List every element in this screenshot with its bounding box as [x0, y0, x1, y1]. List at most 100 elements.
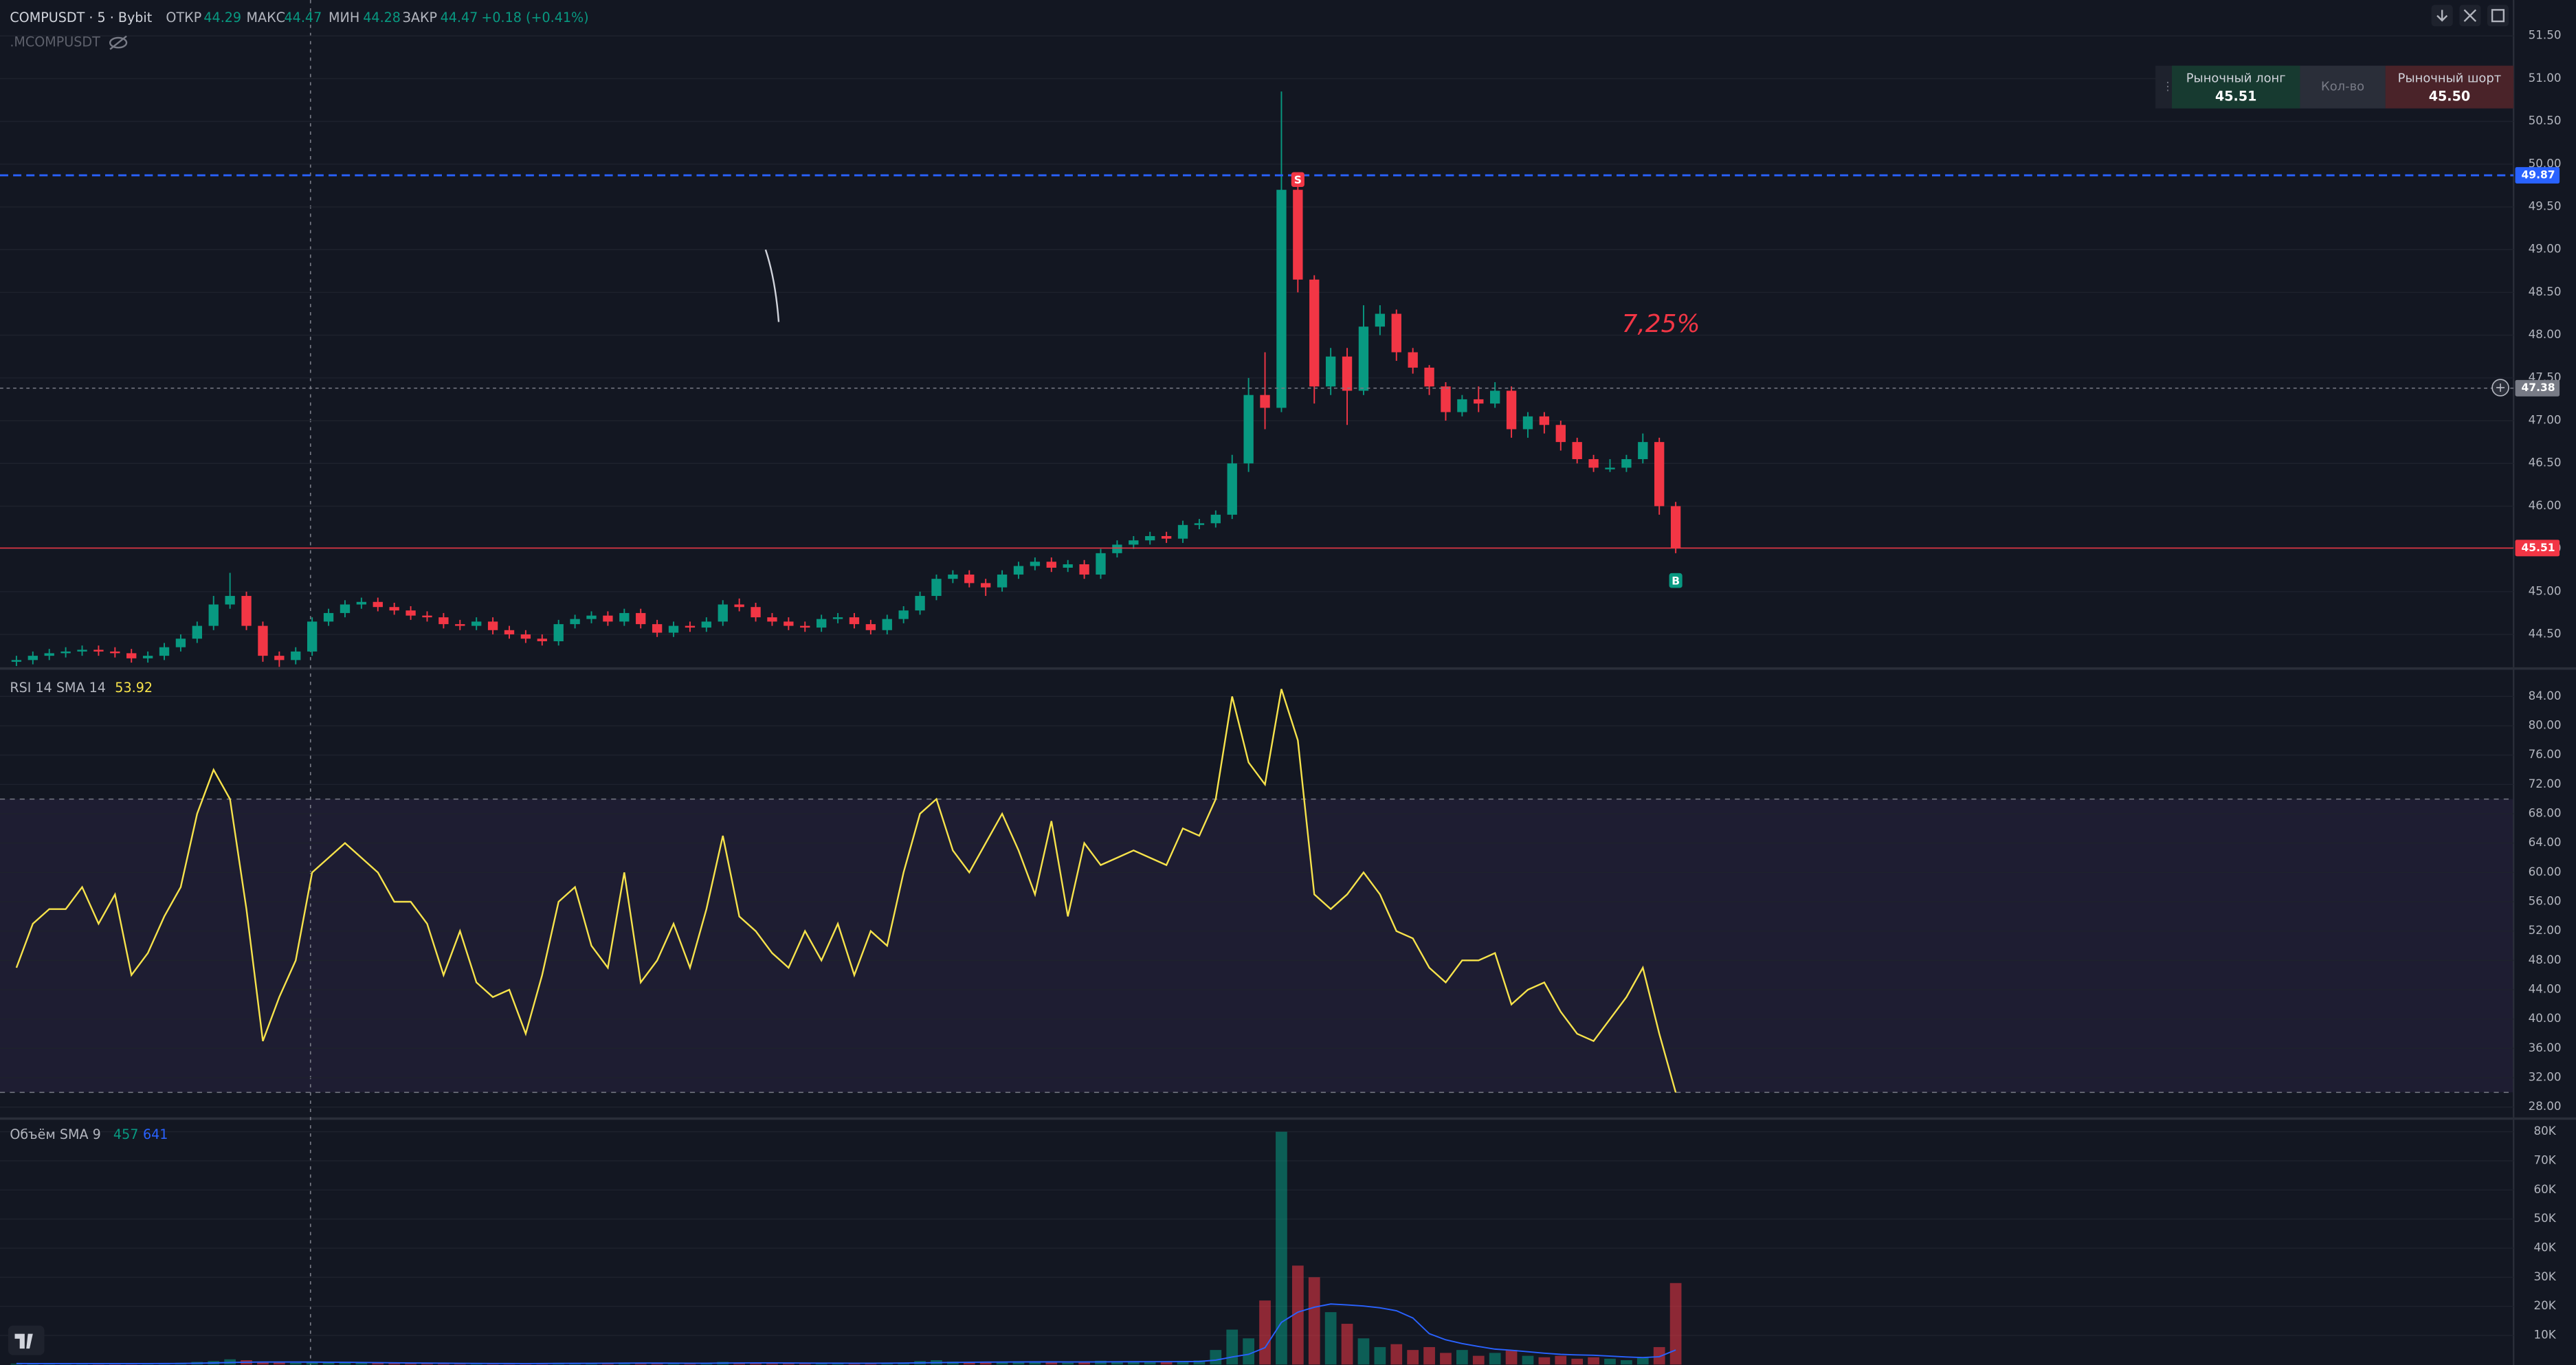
drag-handle: ⋮	[2162, 79, 2174, 93]
candle-body	[159, 647, 170, 656]
volume-bar	[1045, 1362, 1058, 1365]
volume-bar	[1456, 1350, 1468, 1365]
volume-bar	[1489, 1353, 1501, 1365]
volume-sma-line	[16, 1303, 1676, 1364]
plot: SB	[0, 35, 2514, 1365]
candle-body	[1490, 390, 1500, 404]
candle-body	[652, 624, 663, 633]
candle-body	[225, 596, 235, 605]
logo	[8, 1325, 45, 1355]
y-tick-label: 30K	[2533, 1269, 2556, 1283]
candle-body	[685, 625, 696, 628]
candle-body	[1013, 566, 1024, 575]
market-long-button[interactable]: Рыночный лонг 45.51	[2171, 65, 2300, 109]
volume-bar	[1505, 1350, 1518, 1365]
candle-body	[1276, 190, 1287, 408]
candle-body	[307, 621, 318, 652]
button[interactable]	[2487, 5, 2509, 27]
volume-bar	[1407, 1350, 1419, 1365]
volume-bar	[1472, 1355, 1485, 1365]
candle-body	[1424, 367, 1434, 387]
volume-value: 641	[143, 1127, 168, 1142]
candle-body	[767, 617, 777, 622]
candle-body	[192, 625, 203, 639]
volume-bar	[421, 1363, 433, 1365]
volume-bar	[1621, 1360, 1632, 1365]
price-tag-label: 45.51	[2521, 542, 2555, 554]
candle-body	[1654, 442, 1665, 507]
price-tag-label: 49.87	[2521, 169, 2555, 181]
drawing-stroke	[764, 249, 780, 322]
volume-bar	[1636, 1357, 1649, 1365]
candle-body	[471, 621, 482, 626]
hide-icon[interactable]	[109, 35, 128, 50]
candle-body	[291, 651, 301, 661]
volume-bar	[306, 1362, 318, 1365]
volume-title: Объём SMA 9	[10, 1127, 101, 1142]
trade-marker	[1669, 573, 1683, 588]
y-tick-label: 40K	[2533, 1240, 2556, 1254]
ohlc-label: ЗАКР	[403, 10, 437, 25]
candle-body	[619, 612, 630, 622]
volume-bar	[1029, 1362, 1041, 1365]
volume-bar	[700, 1363, 713, 1365]
y-tick-label: 60K	[2533, 1182, 2556, 1196]
candle-body	[110, 651, 120, 654]
y-tick-label: 50.00	[2529, 156, 2562, 170]
y-tick-label: 50.50	[2529, 113, 2562, 127]
candle-body	[1342, 356, 1353, 391]
annotation: 7,25%	[1622, 310, 1700, 338]
rsi-line	[15, 689, 1677, 1093]
candle-body	[258, 625, 268, 656]
crosshair-icon[interactable]	[2491, 379, 2509, 397]
volume-bar	[1095, 1360, 1107, 1365]
volume-bar	[1390, 1344, 1403, 1365]
candle-body	[487, 621, 498, 630]
volume-bar	[1588, 1357, 1599, 1365]
rsi-title: RSI 14 SMA 14	[10, 680, 106, 696]
volume-bar	[1357, 1338, 1370, 1365]
candle-body	[77, 650, 87, 652]
volume-bar	[1538, 1357, 1551, 1365]
candle-body	[11, 660, 22, 662]
candle-body	[274, 656, 285, 661]
candle-body	[586, 615, 597, 619]
y-tick-label: 20K	[2533, 1298, 2556, 1312]
volume-bar	[1324, 1312, 1337, 1365]
subtitle: .MCOMPUSDT	[10, 34, 100, 50]
ohlc-value: 44.28	[363, 10, 401, 25]
volume-bar	[1259, 1300, 1271, 1365]
candle-body	[1194, 523, 1205, 525]
ohlc-label: МАКС	[247, 10, 285, 25]
candle-body	[1079, 564, 1089, 575]
candle-body	[1588, 459, 1599, 468]
ohlc-label: МИН	[329, 10, 359, 25]
trade-marker	[1291, 172, 1304, 187]
candle-body	[849, 617, 860, 625]
volume-bar	[1243, 1338, 1254, 1365]
y-tick-label: 32.00	[2529, 1070, 2562, 1084]
volume-bar	[634, 1363, 647, 1365]
volume-bar	[1669, 1283, 1682, 1365]
volume-bar	[1341, 1324, 1353, 1365]
volume-value: 457	[113, 1127, 138, 1142]
volume-bar	[388, 1363, 401, 1365]
market-short-button[interactable]: Рыночный шорт 45.50	[2385, 65, 2514, 109]
short-label: Рыночный шорт	[2398, 71, 2502, 86]
candle-body	[1539, 416, 1550, 425]
candle-body	[406, 610, 416, 616]
button[interactable]	[2431, 5, 2453, 27]
y-tick-label: 49.00	[2529, 242, 2562, 256]
change: +0.18 (+0.41%)	[481, 10, 588, 25]
volume-bar	[1522, 1355, 1534, 1365]
quantity-input[interactable]: Кол-во	[2300, 65, 2386, 109]
y-tick-label: 46.50	[2529, 456, 2562, 469]
volume-bar	[1177, 1361, 1189, 1365]
candle-body	[175, 639, 186, 647]
button[interactable]	[2459, 5, 2481, 27]
volume-bar	[372, 1363, 384, 1365]
y-tick-label: 44.50	[2529, 627, 2562, 641]
candle-body	[93, 650, 104, 652]
candle-body	[208, 604, 219, 626]
